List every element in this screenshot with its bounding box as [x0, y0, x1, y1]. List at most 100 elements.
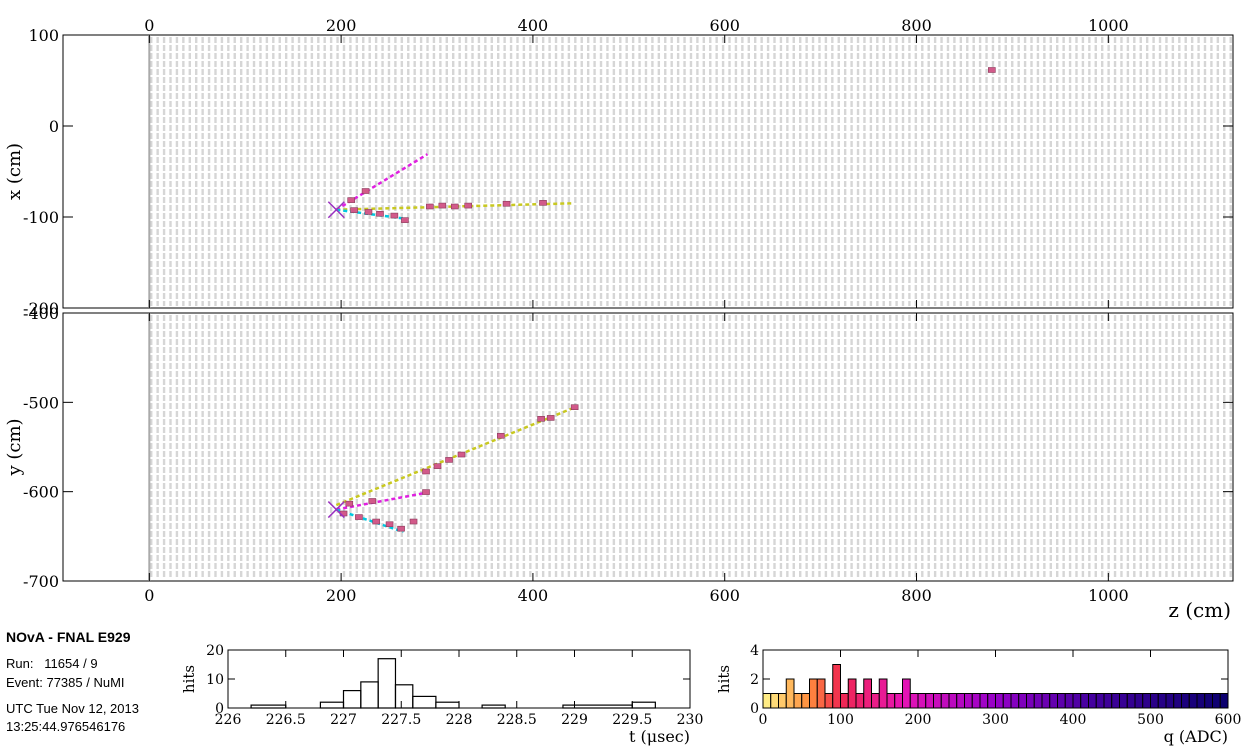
x-axis-label: q (ADC): [1164, 727, 1228, 746]
histogram-bar: [794, 693, 802, 708]
x-axis-label: t (μsec): [629, 727, 690, 746]
x-tick-label: 230: [677, 712, 704, 728]
histogram-bar: [1011, 693, 1019, 708]
detector-hit: [345, 500, 354, 507]
y-tick-label: -500: [23, 393, 59, 412]
histogram-bar: [1173, 693, 1182, 708]
histogram-bar: [1080, 693, 1089, 708]
x-tick-label: 228: [446, 712, 473, 728]
x-tick-label: 228.5: [497, 712, 537, 728]
histogram-bar: [360, 681, 379, 709]
histogram-bar: [1034, 693, 1042, 708]
detector-hit: [988, 67, 996, 73]
charge-histogram-panel: 0 100 200 300 400 500 600 4 2 0 hits q (ADC): [715, 643, 1241, 746]
histogram-bar: [1104, 693, 1112, 708]
x-tick-label: 600: [709, 16, 740, 35]
histogram-bar: [412, 695, 437, 709]
histogram-bar: [1111, 693, 1120, 708]
plot-frame: [62, 34, 1234, 309]
y-axis-label: x (cm): [4, 143, 25, 200]
histogram-bar: [1181, 693, 1190, 708]
reco-track: [335, 508, 404, 534]
histogram-bar: [319, 701, 345, 709]
detector-hit: [539, 200, 547, 206]
histogram-bar: [801, 693, 810, 708]
x-tick-label: 400: [518, 586, 549, 605]
histogram-bar: [1204, 693, 1213, 708]
x-tick-label: 800: [901, 586, 932, 605]
histogram-bar: [995, 693, 1004, 708]
histogram-bar: [786, 679, 794, 708]
histogram-bar: [1212, 693, 1221, 708]
detector-hit: [502, 200, 511, 207]
x-tick-label: 400: [518, 16, 549, 35]
histogram-bar: [980, 693, 988, 708]
plot-frame: [62, 312, 1234, 582]
histogram-bar: [1026, 693, 1035, 708]
detector-hit: [376, 210, 384, 217]
detector-hit: [497, 432, 505, 439]
histogram-bar: [848, 679, 856, 708]
histogram-bar: [394, 684, 414, 709]
histogram-bar: [1158, 693, 1166, 708]
histogram-bar: [631, 701, 656, 709]
histogram-bar: [925, 693, 934, 708]
y-tick-label: 10: [206, 672, 224, 688]
x-tick-label: 1000: [1088, 16, 1129, 35]
x-tick-label: 229.5: [612, 712, 652, 728]
histogram-bar: [1142, 693, 1151, 708]
experiment-title: NOvA - FNAL E929: [6, 629, 131, 645]
detector-hit: [385, 521, 394, 528]
histogram-bar: [1049, 693, 1058, 708]
x-tick-label: 0: [759, 712, 768, 728]
histogram-bar: [949, 693, 957, 708]
y-tick-label: 0: [750, 701, 759, 717]
histogram-bar: [778, 693, 787, 708]
x-tick-label: 600: [1215, 712, 1242, 728]
histogram-bar: [879, 679, 887, 708]
detector-hit: [409, 518, 418, 525]
detector-hit: [361, 188, 370, 194]
detector-hit: [422, 468, 430, 475]
x-tick-label: 100: [827, 712, 854, 728]
vertex-marker: [327, 201, 345, 219]
y-tick-label: -100: [23, 208, 59, 227]
reco-track: [336, 491, 428, 511]
detector-hit: [422, 489, 430, 495]
histogram-bar: [871, 693, 880, 708]
histogram-bar: [1220, 693, 1228, 708]
x-tick-label: 226: [215, 712, 242, 728]
yz-view-panel: -400 -500 -600 -700 0 200 400 600 800 1000 y (cm) z…: [4, 304, 1234, 622]
detector-hit: [347, 197, 356, 203]
detector-hit: [426, 203, 434, 210]
detector-hit: [355, 514, 363, 520]
histogram-bar: [763, 693, 771, 708]
histogram-bar: [770, 693, 779, 708]
histogram-bar-outline: [832, 664, 841, 708]
detector-hit: [397, 525, 405, 532]
histogram-bar: [887, 693, 895, 708]
y-tick-label: 4: [750, 643, 759, 659]
detector-hit: [546, 415, 555, 421]
detector-hit: [570, 404, 579, 410]
histogram-bar: [1018, 693, 1027, 708]
detector-hit: [364, 209, 373, 215]
histogram-bar: [1166, 693, 1174, 708]
histogram-bar: [817, 679, 825, 708]
histogram-bar: [435, 701, 460, 709]
histogram-bar: [809, 679, 818, 708]
detector-hit: [401, 217, 409, 223]
histogram-frame: [227, 649, 691, 709]
histogram-bar: [1073, 693, 1081, 708]
histogram-bar: [1096, 693, 1104, 708]
detector-hit: [368, 498, 377, 504]
histogram-bar: [894, 693, 903, 708]
histogram-bar: [342, 689, 362, 709]
x-tick-label: 229: [561, 712, 588, 728]
histogram-bar: [825, 693, 833, 708]
time-histogram-panel: 226 226.5 227 227.5 228 228.5 229 229.5 230 20 10 0…: [180, 643, 703, 746]
y-tick-label: 100: [28, 26, 59, 45]
x-tick-label: 1000: [1088, 586, 1129, 605]
histogram-bar: [1127, 693, 1135, 708]
